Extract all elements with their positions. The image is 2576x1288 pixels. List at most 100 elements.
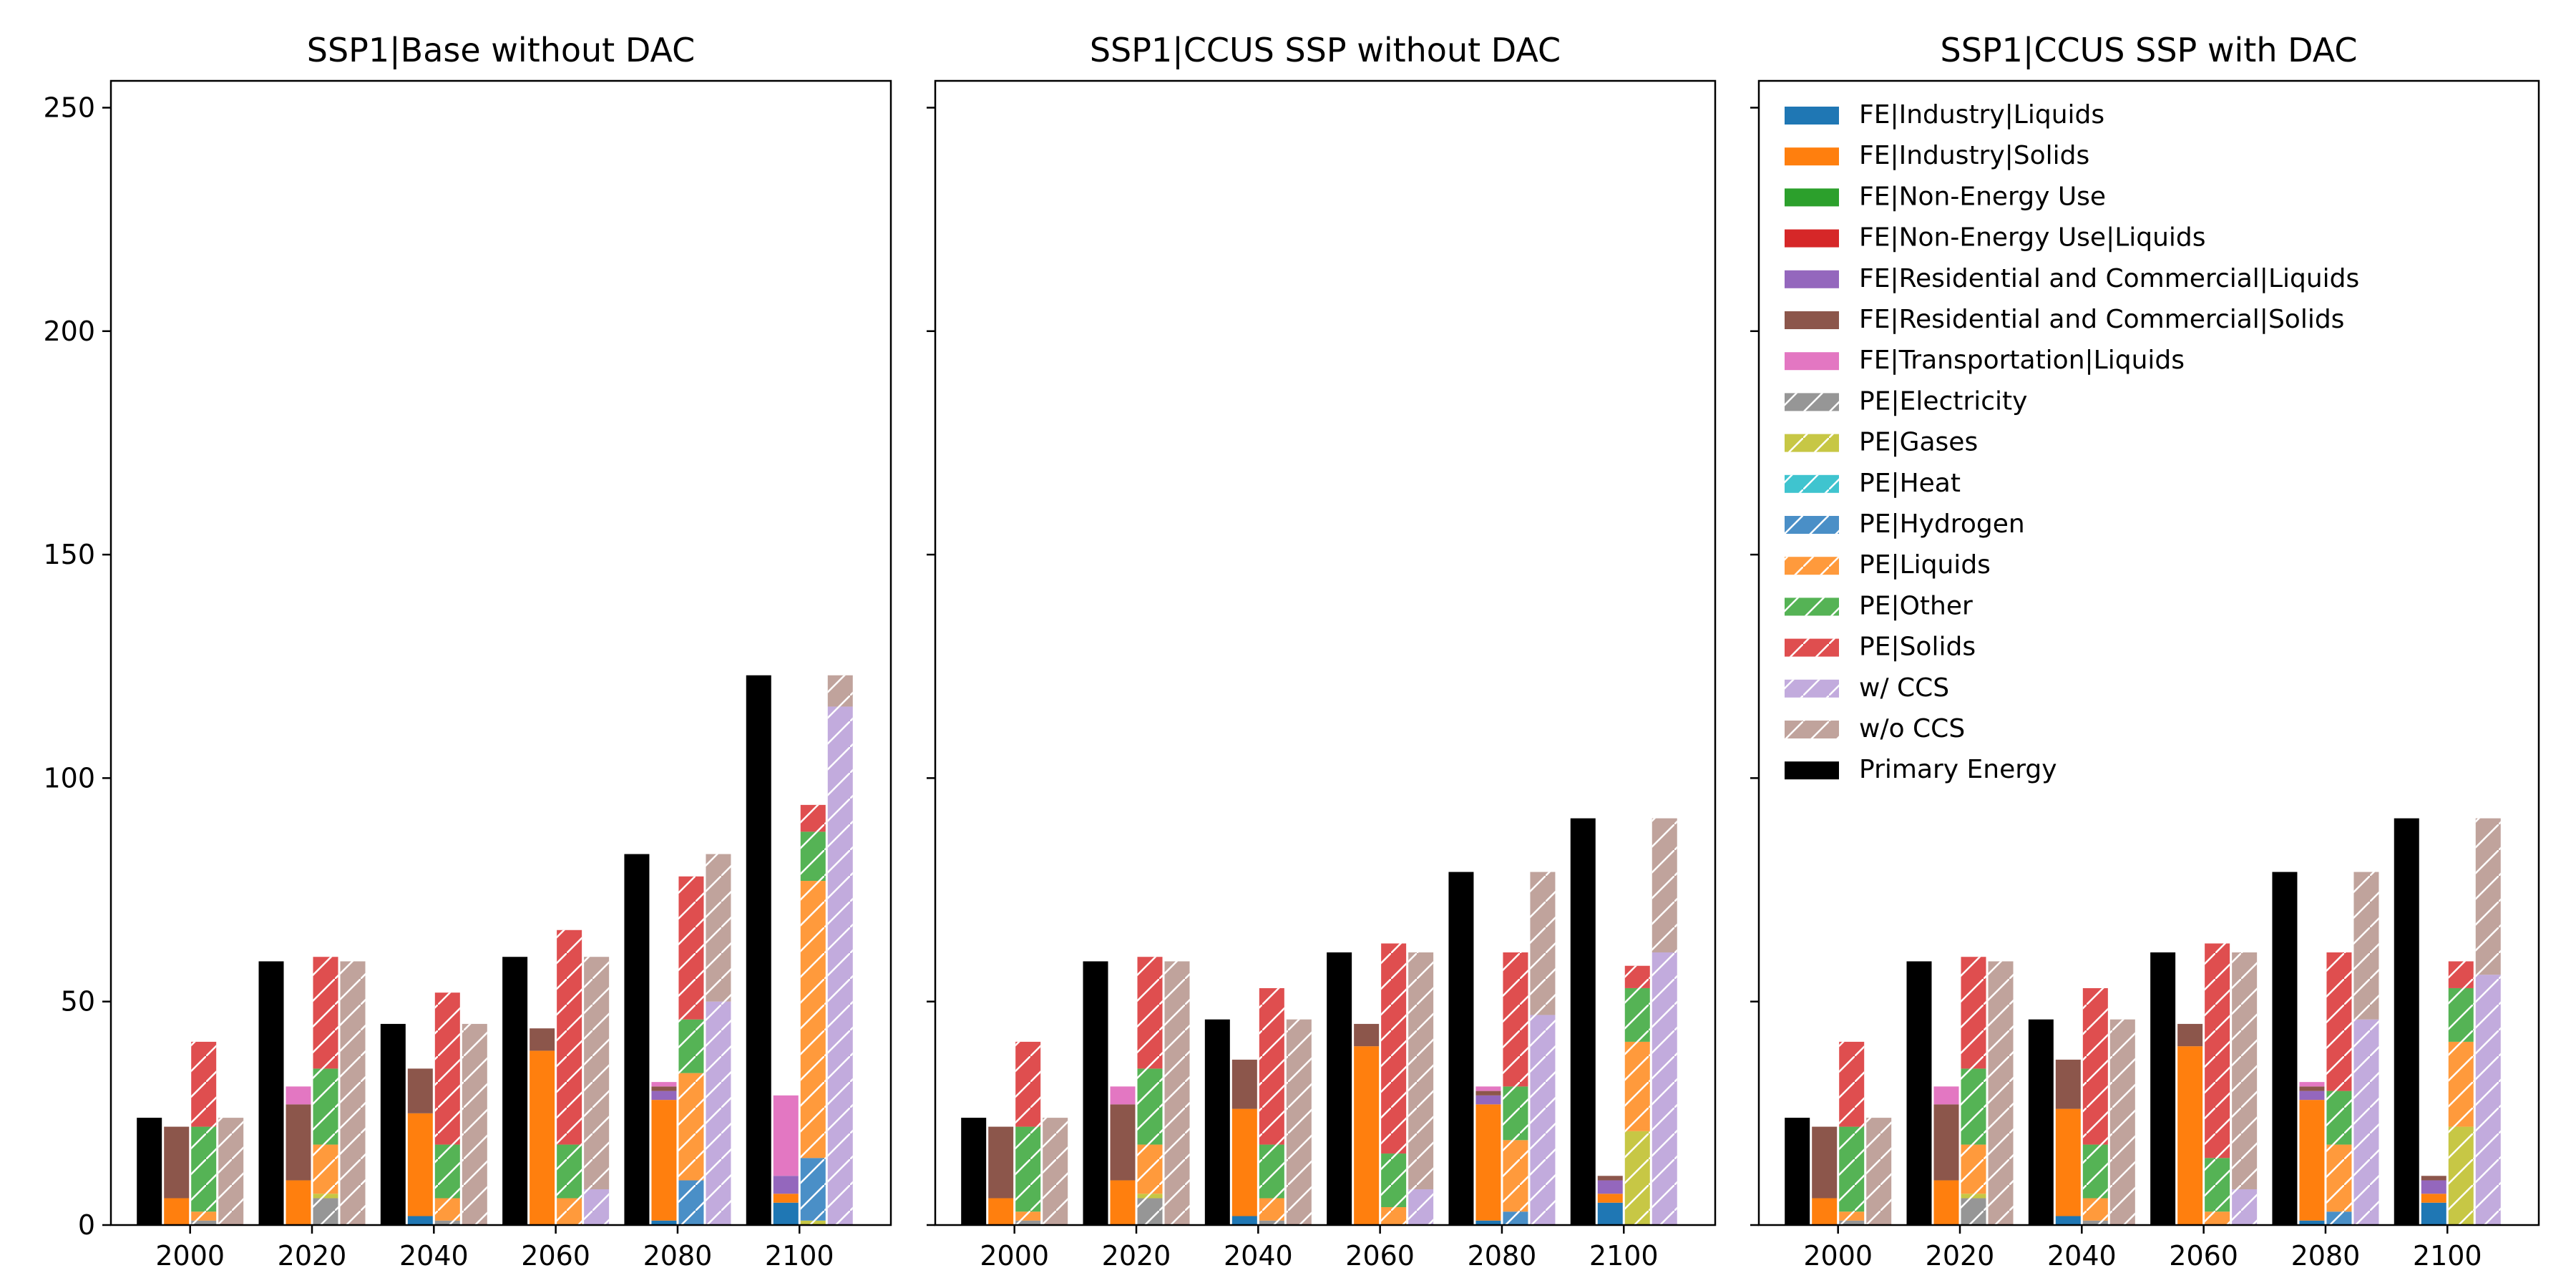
bar-pe-other-2100-hatch	[800, 831, 826, 882]
bar-pe-solids-2040-hatch	[1259, 987, 1284, 1145]
bar-w-ccs-2060-hatch	[584, 1189, 610, 1225]
bar-pe-gases-2020-hatch	[1961, 1194, 1986, 1199]
bar-w-o-ccs-2000-hatch	[1866, 1118, 1892, 1225]
bar-fe-transportation-liquids-2080	[1475, 1086, 1501, 1091]
bar-pe-liquids-2080-hatch	[2326, 1144, 2352, 1212]
bar-pe-solids-2080-hatch	[678, 876, 704, 1020]
bar-pe-other-2020-hatch	[313, 1068, 338, 1145]
legend-item-fe-industry-liquids: FE|Industry|Liquids	[1785, 100, 2104, 130]
legend-swatch	[1785, 229, 1839, 248]
bar-pe-other-2040-hatch	[2082, 1144, 2108, 1199]
bar-fe-residential-and-commercial-solids-2040	[2055, 1059, 2081, 1109]
bar-pe-liquids-2060-hatch	[1381, 1207, 1407, 1225]
bar-fe-residential-and-commercial-solids-2020	[1110, 1104, 1136, 1181]
bar-pe-liquids-2100-hatch	[1624, 1041, 1650, 1131]
plot-frame	[934, 79, 1717, 1226]
bar-pe-solids-2000-hatch	[1839, 1041, 1865, 1127]
bar-primary-energy-2020	[258, 961, 284, 1225]
legend-label: PE|Gases	[1859, 428, 1978, 457]
legend-label: FE|Residential and Commercial|Liquids	[1859, 264, 2359, 293]
legend-item-pe-electricity: PE|Electricity	[1785, 386, 2027, 416]
legend-label: PE|Hydrogen	[1859, 509, 2025, 539]
x-tick-label: 2060	[1345, 1240, 1415, 1272]
bar-fe-transportation-liquids-2080	[2299, 1082, 2325, 1087]
bar-primary-energy-2040	[380, 1023, 406, 1225]
bar-w-o-ccs-2060-hatch	[2232, 952, 2258, 1190]
legend-item-fe-transportation-liquids: FE|Transportation|Liquids	[1785, 346, 2185, 375]
chart-panels: SSP1|Base without DAC 0 50 100 150 200 250 2000…	[43, 31, 2540, 1272]
legend-swatch	[1785, 352, 1839, 371]
bar-fe-industry-liquids-2100	[773, 1202, 799, 1225]
bar-pe-liquids-2020-hatch	[313, 1144, 338, 1194]
bar-pe-other-2080-hatch	[1503, 1086, 1528, 1141]
legend-item-pe-heat: PE|Heat	[1785, 469, 1961, 498]
bar-pe-other-2060-hatch	[557, 1144, 582, 1199]
legend-swatch	[1785, 147, 1839, 166]
bar-pe-liquids-2080-hatch	[678, 1073, 704, 1181]
bar-pe-solids-2100-hatch	[2448, 961, 2474, 988]
legend-label: FE|Industry|Liquids	[1859, 100, 2104, 130]
bar-w-o-ccs-2000-hatch	[218, 1118, 244, 1225]
x-tick-label: 2060	[2169, 1240, 2238, 1272]
bar-primary-energy-2040	[2028, 1019, 2054, 1225]
bar-w-o-ccs-2100-hatch	[827, 675, 853, 707]
bar-fe-industry-solids-2060	[530, 1050, 555, 1225]
bar-pe-electricity-2040-hatch	[1259, 1220, 1284, 1225]
bar-pe-other-2000-hatch	[1015, 1126, 1041, 1212]
bar-pe-electricity-2040-hatch	[2082, 1220, 2108, 1225]
bar-pe-electricity-2040-hatch	[434, 1220, 460, 1225]
bar-fe-residential-and-commercial-solids-2080	[651, 1086, 677, 1091]
legend-item-pe-liquids: PE|Liquids	[1785, 550, 1991, 580]
bar-fe-industry-liquids-2040	[2055, 1216, 2081, 1225]
bar-fe-transportation-liquids-2020	[286, 1086, 311, 1105]
bar-primary-energy-2100	[1570, 818, 1596, 1225]
x-tick-label: 2080	[1468, 1240, 1537, 1272]
bar-w-o-ccs-2040-hatch	[1286, 1019, 1312, 1225]
x-tick-label: 2020	[278, 1240, 347, 1272]
y-tick-label: 100	[43, 762, 95, 794]
x-tick-label: 2100	[765, 1240, 834, 1272]
legend-swatch-hatch	[1785, 557, 1839, 575]
bar-w-ccs-2060-hatch	[2232, 1189, 2258, 1225]
x-tick-label: 2040	[1224, 1240, 1293, 1272]
bar-fe-residential-and-commercial-solids-2040	[407, 1068, 433, 1113]
bar-fe-industry-solids-2080	[651, 1100, 677, 1221]
bar-w-o-ccs-2080-hatch	[1530, 872, 1556, 1015]
bar-fe-residential-and-commercial-liquids-2080	[651, 1091, 677, 1101]
bar-fe-industry-solids-2080	[1475, 1104, 1501, 1221]
bar-pe-other-2000-hatch	[191, 1126, 217, 1212]
bar-fe-residential-and-commercial-solids-2060	[2177, 1023, 2203, 1047]
bar-pe-liquids-2080-hatch	[1503, 1140, 1528, 1212]
bar-pe-solids-2000-hatch	[1015, 1041, 1041, 1127]
bar-pe-solids-2020-hatch	[1137, 957, 1163, 1069]
x-tick-label: 2020	[1926, 1240, 1995, 1272]
bar-pe-electricity-2000-hatch	[191, 1220, 217, 1225]
x-tick-label: 2000	[1803, 1240, 1873, 1272]
x-tick-label: 2040	[399, 1240, 469, 1272]
bar-w-o-ccs-2000-hatch	[1043, 1118, 1068, 1225]
bar-pe-gases-2020-hatch	[1137, 1194, 1163, 1199]
bar-pe-solids-2000-hatch	[191, 1041, 217, 1127]
legend-swatch-hatch	[1785, 679, 1839, 698]
bar-fe-transportation-liquids-2020	[1933, 1086, 1959, 1105]
legend-swatch-hatch	[1785, 597, 1839, 616]
bar-w-o-ccs-2020-hatch	[1164, 961, 1190, 1225]
bar-fe-residential-and-commercial-liquids-2100	[1597, 1180, 1623, 1194]
legend-swatch-hatch	[1785, 721, 1839, 738]
legend-swatch-hatch	[1785, 434, 1839, 452]
bar-pe-gases-2100-hatch	[2448, 1126, 2474, 1225]
bar-fe-residential-and-commercial-liquids-2080	[2299, 1091, 2325, 1101]
bar-pe-hydrogen-2080-hatch	[1503, 1211, 1528, 1225]
legend-label: PE|Liquids	[1859, 550, 1991, 580]
legend-item-w-ccs: w/ CCS	[1785, 673, 1949, 703]
bar-w-o-ccs-2040-hatch	[462, 1023, 487, 1225]
legend-label: PE|Other	[1859, 591, 1973, 620]
bar-pe-other-2080-hatch	[2326, 1091, 2352, 1145]
bar-primary-energy-2020	[1906, 961, 1932, 1225]
legend-label: w/o CCS	[1859, 714, 1965, 743]
bar-pe-solids-2080-hatch	[2326, 952, 2352, 1091]
bar-pe-liquids-2000-hatch	[191, 1211, 217, 1221]
bar-fe-industry-solids-2100	[2421, 1194, 2446, 1203]
legend-label: Primary Energy	[1859, 755, 2057, 784]
bar-w-o-ccs-2080-hatch	[2353, 872, 2379, 1020]
